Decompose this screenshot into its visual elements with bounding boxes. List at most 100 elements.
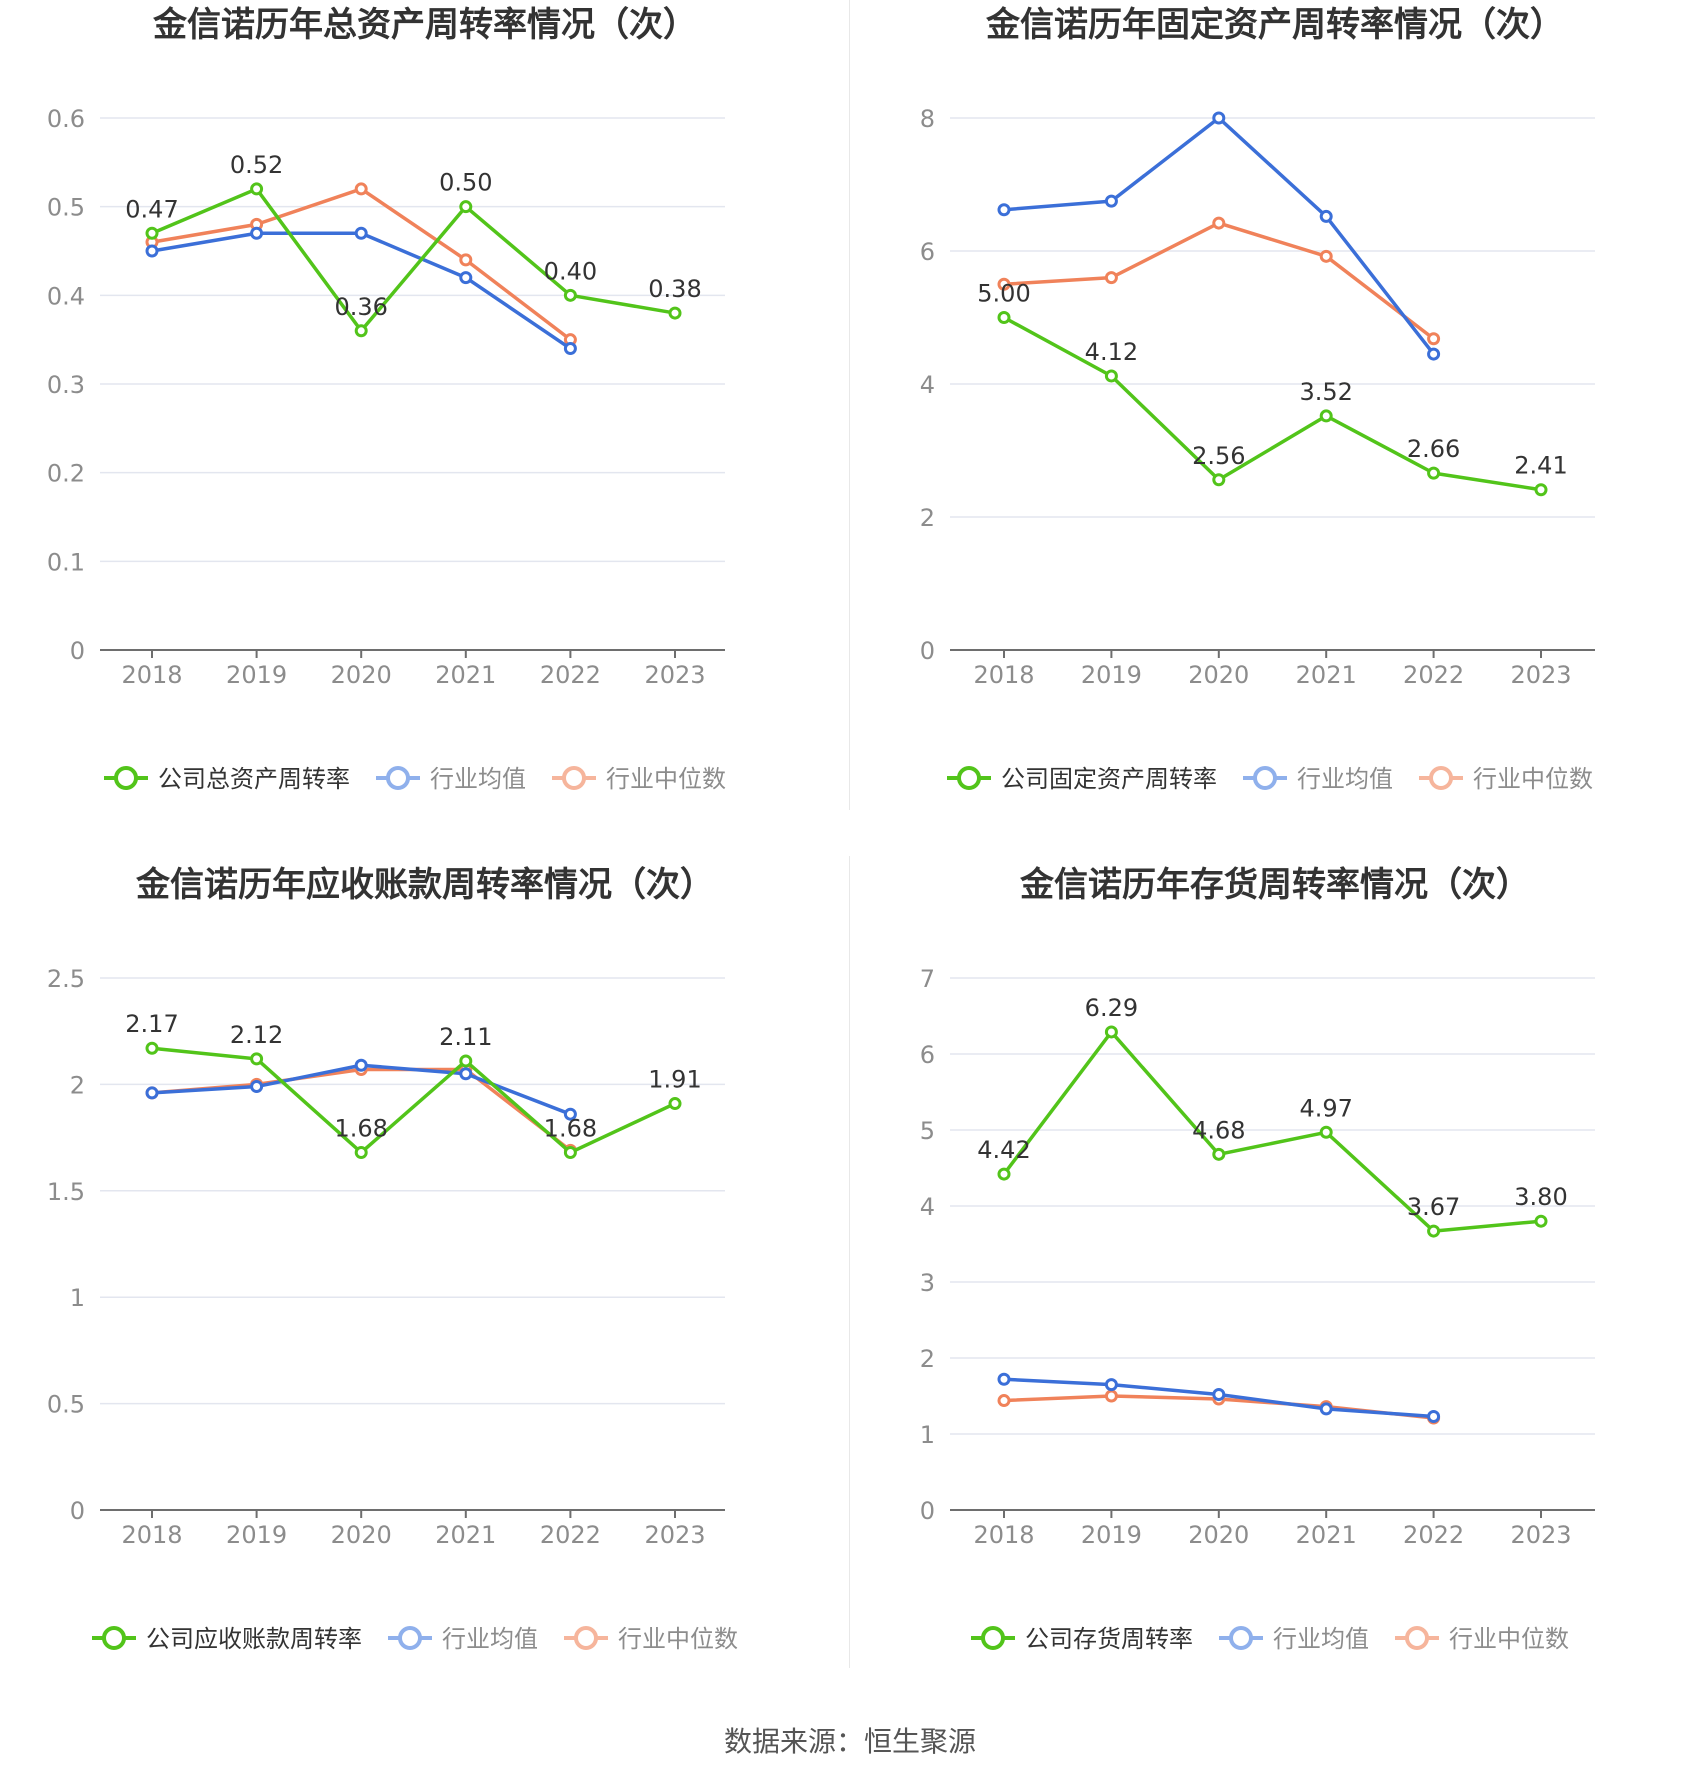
data-label: 2.66 bbox=[1407, 435, 1460, 463]
legend-marker-icon bbox=[574, 1626, 598, 1650]
data-point-avg bbox=[1212, 1387, 1226, 1401]
legend-item-median: 行业中位数 bbox=[552, 765, 726, 793]
data-label: 2.11 bbox=[439, 1023, 492, 1051]
y-tick-label: 2 bbox=[920, 1345, 935, 1373]
data-point-company bbox=[459, 1054, 473, 1068]
data-point-avg bbox=[563, 1107, 577, 1121]
legend-item-median: 行业中位数 bbox=[1419, 765, 1593, 793]
x-tick-label: 2023 bbox=[1510, 661, 1571, 689]
x-tick-label: 2021 bbox=[1296, 661, 1357, 689]
chart-title: 金信诺历年固定资产周转率情况（次） bbox=[985, 5, 1564, 45]
legend-label: 公司应收账款周转率 bbox=[146, 1625, 362, 1653]
data-point-median bbox=[1104, 1389, 1118, 1403]
data-label: 2.41 bbox=[1514, 452, 1567, 480]
legend-item-company: 公司固定资产周转率 bbox=[947, 765, 1217, 793]
x-tick-label: 2019 bbox=[226, 661, 287, 689]
data-label: 1.68 bbox=[544, 1114, 597, 1142]
data-point-avg bbox=[354, 1058, 368, 1072]
data-point-company bbox=[145, 1041, 159, 1055]
x-tick-label: 2022 bbox=[1403, 661, 1464, 689]
chart-svg: 金信诺历年存货周转率情况（次） 0 1 2 3 4 5 6 7 2018 2019 2020 2021 2… bbox=[920, 865, 1595, 1653]
y-tick-label: 2 bbox=[920, 504, 935, 532]
data-source-note: 数据来源：恒生聚源 bbox=[723, 1725, 976, 1758]
legend-item-company: 公司应收账款周转率 bbox=[92, 1625, 362, 1653]
data-point-company bbox=[563, 1145, 577, 1159]
legend-marker-icon bbox=[1429, 766, 1453, 790]
y-tick-label: 5 bbox=[920, 1117, 935, 1145]
data-label: 2.12 bbox=[230, 1021, 283, 1049]
y-tick-label: 1 bbox=[920, 1421, 935, 1449]
x-tick-label: 2021 bbox=[435, 1521, 496, 1549]
y-tick-label: 0 bbox=[70, 1497, 85, 1525]
legend-item-avg: 行业均值 bbox=[376, 765, 526, 793]
data-label: 0.50 bbox=[439, 169, 492, 197]
y-tick-label: 6 bbox=[920, 238, 935, 266]
y-tick-label: 1.5 bbox=[47, 1178, 85, 1206]
data-label: 0.38 bbox=[648, 275, 701, 303]
data-label: 4.97 bbox=[1299, 1094, 1352, 1122]
data-label: 4.68 bbox=[1192, 1116, 1245, 1144]
data-point-company bbox=[354, 324, 368, 338]
legend-label: 公司固定资产周转率 bbox=[1001, 765, 1217, 793]
x-tick-label: 2022 bbox=[1403, 1521, 1464, 1549]
data-label: 5.00 bbox=[977, 280, 1030, 308]
legend-label: 行业中位数 bbox=[618, 1625, 738, 1653]
x-tick-label: 2018 bbox=[973, 661, 1034, 689]
y-tick-label: 2.5 bbox=[47, 965, 85, 993]
data-point-company bbox=[1427, 466, 1441, 480]
legend-item-company: 公司总资产周转率 bbox=[104, 765, 350, 793]
data-label: 1.68 bbox=[334, 1114, 387, 1142]
data-point-company bbox=[997, 1167, 1011, 1181]
y-tick-label: 0 bbox=[70, 637, 85, 665]
data-point-company bbox=[1319, 409, 1333, 423]
chart-svg: 金信诺历年应收账款周转率情况（次） 0 0.5 1 1.5 2 2.5 2018 2019 202… bbox=[47, 865, 738, 1653]
data-point-median bbox=[1104, 271, 1118, 285]
legend-item-avg: 行业均值 bbox=[1243, 765, 1393, 793]
y-tick-label: 2 bbox=[70, 1071, 85, 1099]
legend-marker-icon bbox=[981, 1626, 1005, 1650]
series-line-company bbox=[151, 187, 676, 333]
y-tick-label: 6 bbox=[920, 1041, 935, 1069]
y-tick-label: 8 bbox=[920, 105, 935, 133]
chart-title: 金信诺历年存货周转率情况（次） bbox=[1019, 865, 1530, 905]
y-tick-label: 0.5 bbox=[47, 1391, 85, 1419]
data-point-company bbox=[145, 226, 159, 240]
data-point-avg bbox=[145, 244, 159, 258]
data-point-median bbox=[997, 1394, 1011, 1408]
x-tick-label: 2022 bbox=[540, 661, 601, 689]
data-label: 1.91 bbox=[648, 1066, 701, 1094]
series-line-median bbox=[1003, 221, 1435, 341]
data-point-company bbox=[997, 311, 1011, 324]
y-tick-label: 0.2 bbox=[47, 460, 85, 488]
data-point-avg bbox=[1104, 1378, 1118, 1392]
legend-item-median: 行业中位数 bbox=[564, 1625, 738, 1653]
series-line-company bbox=[1002, 1030, 1542, 1233]
chart-title: 金信诺历年应收账款周转率情况（次） bbox=[135, 865, 714, 905]
legend-item-median: 行业中位数 bbox=[1395, 1625, 1569, 1653]
data-point-company bbox=[1534, 483, 1548, 497]
x-tick-label: 2020 bbox=[331, 661, 392, 689]
legend-marker-icon bbox=[957, 766, 981, 790]
series-line-company bbox=[151, 1046, 676, 1155]
legend-marker-icon bbox=[1405, 1626, 1429, 1650]
data-point-company bbox=[459, 200, 473, 214]
data-label: 0.47 bbox=[125, 195, 178, 223]
chart-svg: 金信诺历年固定资产周转率情况（次） 0 2 4 6 8 2018 2019 2020 2021 20… bbox=[920, 5, 1595, 793]
data-point-company bbox=[1212, 1147, 1226, 1161]
data-label: 3.52 bbox=[1299, 378, 1352, 406]
x-tick-label: 2023 bbox=[644, 1521, 705, 1549]
data-label: 2.17 bbox=[125, 1010, 178, 1038]
data-point-avg bbox=[1212, 111, 1226, 125]
legend-label: 行业中位数 bbox=[1473, 765, 1593, 793]
data-point-median bbox=[354, 182, 368, 196]
data-point-median bbox=[997, 277, 1011, 291]
legend-label: 行业均值 bbox=[1297, 765, 1393, 793]
y-tick-label: 0.1 bbox=[47, 548, 85, 576]
data-label: 0.36 bbox=[334, 293, 387, 321]
x-tick-label: 2019 bbox=[1081, 1521, 1142, 1549]
series-line-avg bbox=[1003, 116, 1435, 356]
x-tick-label: 2019 bbox=[1081, 661, 1142, 689]
data-label: 6.29 bbox=[1085, 994, 1138, 1022]
x-tick-label: 2021 bbox=[1296, 1521, 1357, 1549]
data-label: 4.12 bbox=[1085, 338, 1138, 366]
